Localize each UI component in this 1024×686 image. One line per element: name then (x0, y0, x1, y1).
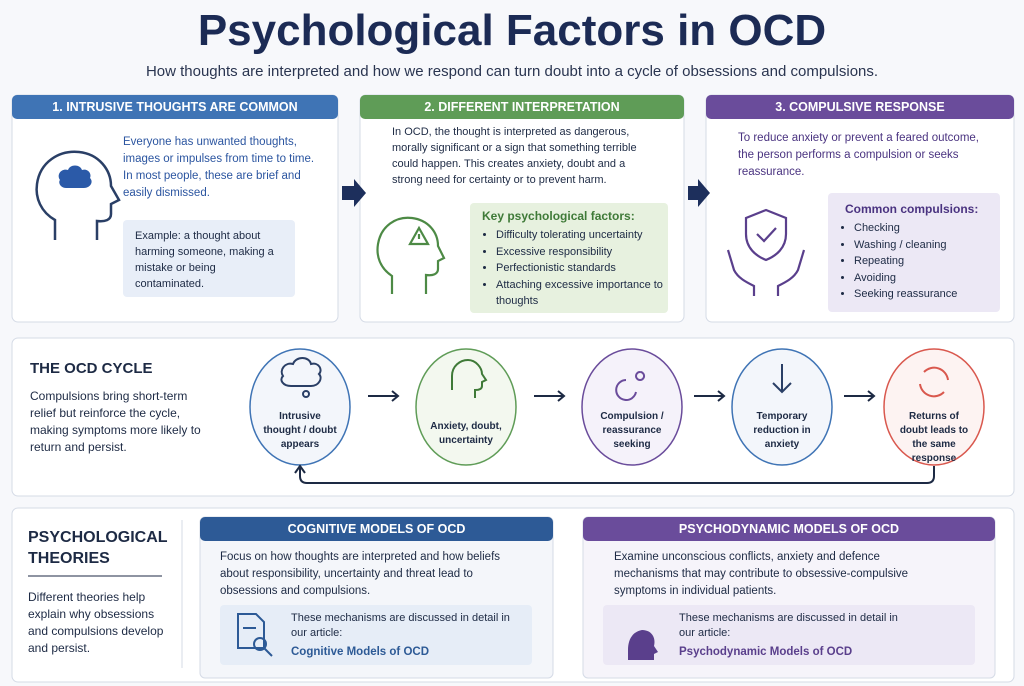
model-text: Examine unconscious conflicts, anxiety a… (614, 551, 909, 597)
list-item: Difficulty tolerating uncertainty (496, 227, 681, 244)
header-bar (706, 95, 1014, 119)
example: Example: a thought about harming someone… (135, 230, 274, 290)
cloud-icon (58, 165, 92, 188)
step-title: 1. INTRUSIVE THOUGHTS ARE COMMON (52, 100, 298, 114)
subtitle: How thoughts are interpreted and how we … (145, 63, 879, 80)
model-text: Focus on how thoughts are interpreted an… (220, 551, 501, 597)
list-item: Repeating (854, 253, 1014, 270)
list-box (470, 203, 668, 313)
step-text: Everyone has unwanted thoughts, images o… (123, 136, 315, 199)
note: These mechanisms are discussed in detail… (291, 612, 510, 639)
document-icon (237, 613, 273, 657)
cycle-node (581, 348, 683, 466)
note-box (603, 605, 975, 665)
header-bar (200, 517, 553, 541)
node-label: Intrusive thought / doubt appears (263, 411, 337, 450)
theories-title: PSYCHOLOGICAL THEORIES (28, 529, 168, 567)
header-bar (583, 517, 995, 541)
list-item: Excessive responsibility (496, 244, 681, 261)
list-item: Checking (854, 220, 1014, 237)
head-icon (35, 150, 121, 240)
step-title: 2. DIFFERENT INTERPRETATION (424, 100, 620, 114)
arrow (688, 179, 710, 207)
article-link[interactable]: Cognitive Models of OCD (291, 646, 429, 658)
head-icon (376, 216, 446, 294)
model-title: PSYCHODYNAMIC MODELS OF OCD (678, 522, 900, 536)
step-text: In OCD, the thought is interpreted as da… (392, 126, 637, 186)
article-link[interactable]: Psychodynamic Models of OCD (679, 646, 853, 658)
list-title: Key psychological factors: (482, 209, 635, 223)
list-item: Attaching excessive importance to though… (496, 277, 681, 310)
model-title: COGNITIVE MODELS OF OCD (287, 522, 466, 536)
head-icon (628, 630, 658, 660)
list-item: Avoiding (854, 270, 1014, 287)
note: These mechanisms are discussed in detail… (679, 612, 898, 639)
node-label: Compulsion / reassurance seeking (600, 411, 664, 450)
cycle-title: THE OCD CYCLE (30, 360, 153, 377)
cycle-node (883, 348, 985, 466)
cycle-text: Compulsions bring short-term relief but … (30, 389, 201, 454)
arrow (342, 179, 366, 207)
title: Psychological Factors in OCD (197, 6, 827, 55)
cycle-icons (280, 357, 949, 401)
node-label: Returns of doubt leads to the same respo… (899, 411, 969, 464)
example-box (123, 220, 295, 297)
cycle-node (415, 348, 517, 466)
list-item: Perfectionistic standards (496, 260, 681, 277)
cycle-arrows (294, 390, 935, 484)
node-label: Temporary reduction in anxiety (753, 411, 811, 450)
cycle-node (731, 348, 833, 466)
shield-icon (726, 208, 806, 296)
header-bar (12, 95, 338, 119)
list-box (828, 193, 1000, 312)
list-item: Washing / cleaning (854, 237, 1014, 254)
theories-text: Different theories help explain why obse… (28, 590, 164, 655)
list-item: Seeking reassurance (854, 286, 1014, 303)
note-box (220, 605, 532, 665)
step-text: To reduce anxiety or prevent a feared ou… (738, 132, 980, 178)
step-title: 3. COMPULSIVE RESPONSE (775, 100, 945, 114)
node-label: Anxiety, doubt, uncertainty (430, 421, 502, 446)
factor-list: Difficulty tolerating uncertainty Excess… (480, 227, 681, 310)
list-title: Common compulsions: (845, 202, 979, 216)
compulsion-list: Checking Washing / cleaning Repeating Av… (838, 220, 1014, 303)
header-bar (360, 95, 684, 119)
